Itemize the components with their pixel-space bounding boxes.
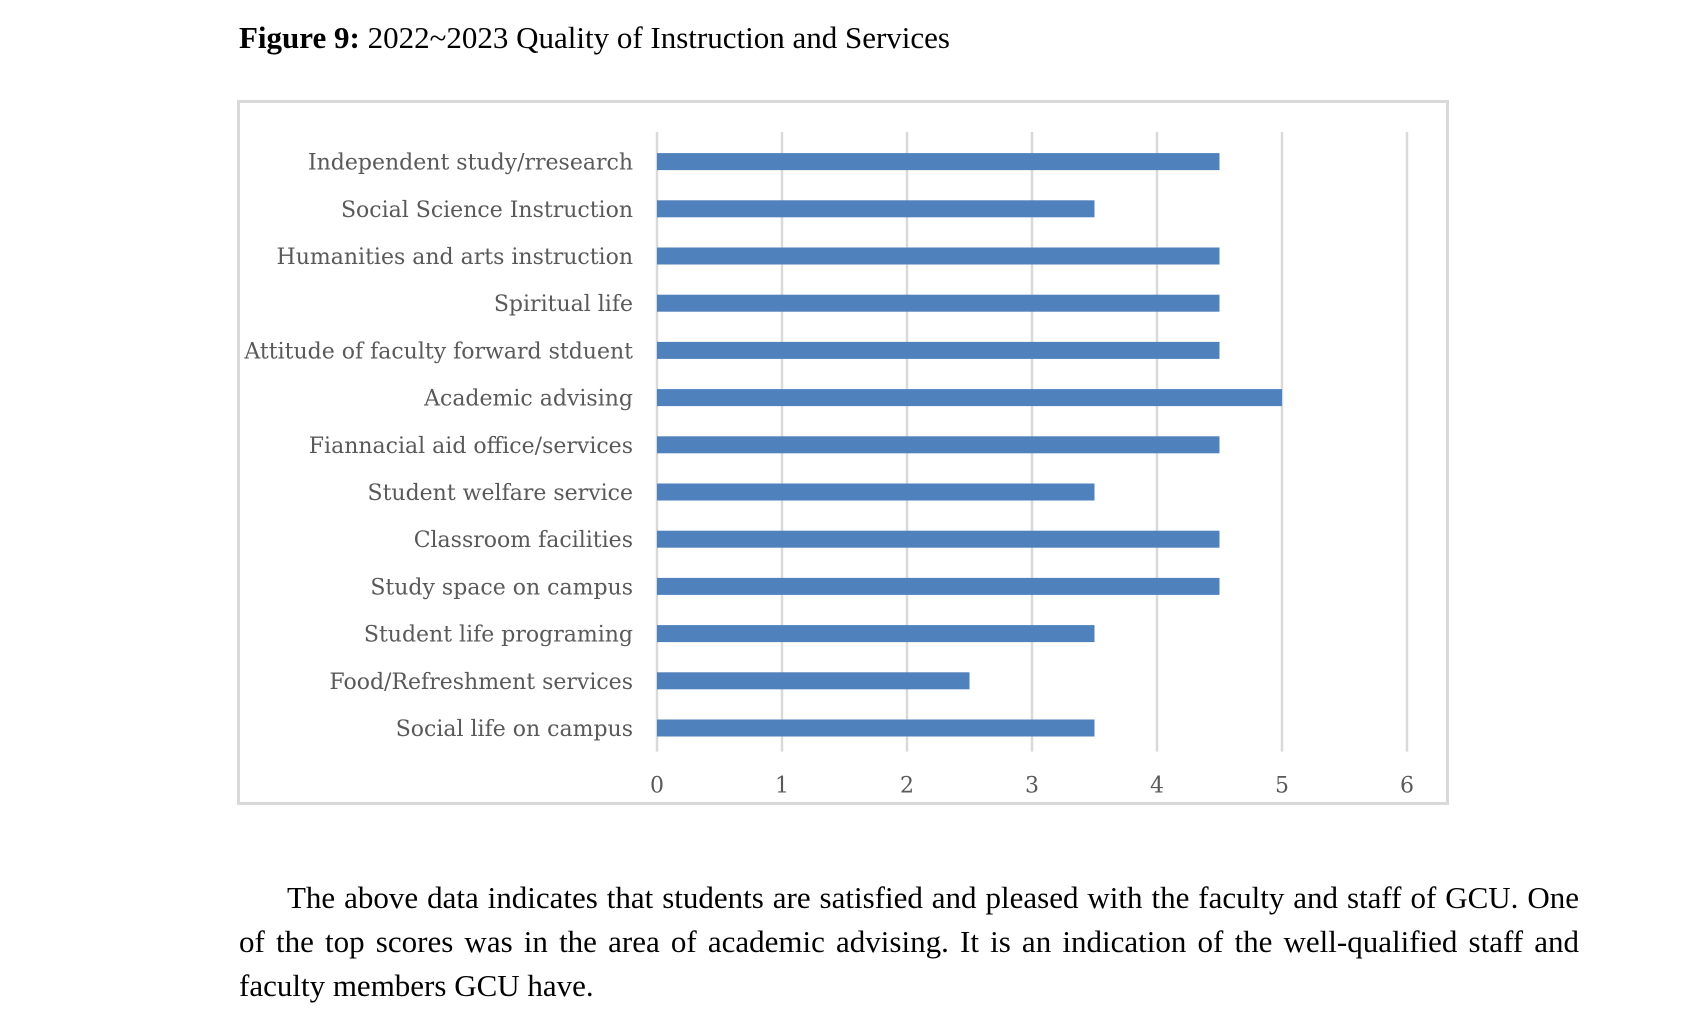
bar xyxy=(657,153,1220,171)
x-tick-label: 5 xyxy=(1275,774,1289,799)
category-label: Social life on campus xyxy=(396,717,633,742)
bar xyxy=(657,577,1220,595)
category-label: Academic advising xyxy=(423,387,633,412)
bar xyxy=(657,625,1095,643)
category-label: Social Science Instruction xyxy=(341,198,633,223)
x-tick-label: 0 xyxy=(650,774,664,799)
bar xyxy=(657,530,1220,548)
figure-caption-label: Figure 9: xyxy=(239,20,360,55)
bar xyxy=(657,341,1220,359)
category-label: Classroom facilities xyxy=(414,528,633,553)
x-tick-label: 3 xyxy=(1025,774,1039,799)
category-label: Attitude of faculty forward stduent xyxy=(243,339,633,364)
figure-caption-title: 2022~2023 Quality of Instruction and Ser… xyxy=(367,20,950,55)
category-label: Humanities and arts instruction xyxy=(277,245,633,270)
category-label: Spiritual life xyxy=(494,292,633,317)
category-label: Student life programing xyxy=(364,623,633,648)
bar-chart: Independent study/rresearch Social Scienc… xyxy=(243,132,1414,799)
x-tick-label: 6 xyxy=(1400,774,1414,799)
category-label: Fiannacial aid office/services xyxy=(309,434,633,459)
bar xyxy=(657,436,1220,454)
category-label: Independent study/rresearch xyxy=(308,151,633,176)
x-tick-label: 4 xyxy=(1150,774,1164,799)
bar xyxy=(657,389,1282,407)
x-tick-label: 2 xyxy=(900,774,914,799)
x-tick-label: 1 xyxy=(775,774,789,799)
category-label: Study space on campus xyxy=(370,575,633,600)
category-label: Student welfare service xyxy=(368,481,634,506)
bar xyxy=(657,294,1220,312)
bar xyxy=(657,719,1095,737)
bar xyxy=(657,247,1220,265)
figure-caption: Figure 9: 2022~2023 Quality of Instructi… xyxy=(239,20,950,56)
bar xyxy=(657,672,970,690)
bar xyxy=(657,200,1095,218)
chart-frame: Independent study/rresearch Social Scienc… xyxy=(237,100,1449,805)
body-paragraph: The above data indicates that students a… xyxy=(239,880,1579,1003)
category-label: Food/Refreshment services xyxy=(329,670,633,695)
bar xyxy=(657,483,1095,501)
